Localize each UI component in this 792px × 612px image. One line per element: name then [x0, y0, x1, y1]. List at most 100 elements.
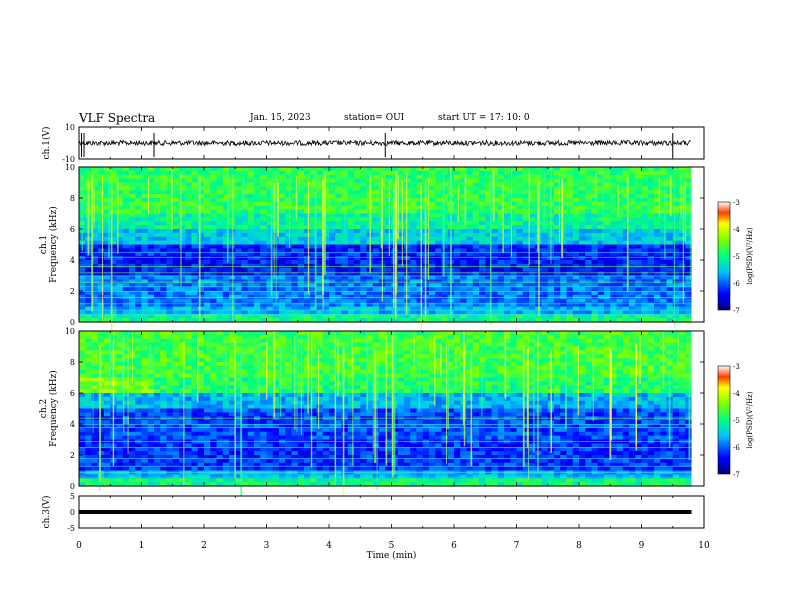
spectrogram-cell	[241, 248, 249, 253]
spectrogram-cell	[529, 287, 536, 292]
spectrogram-cell	[141, 342, 149, 348]
spectrogram-cell	[166, 404, 174, 410]
spectrogram-cell	[135, 354, 143, 359]
spectrogram-cell	[316, 240, 324, 246]
spectrogram-cell	[222, 170, 230, 176]
spectrogram-cell	[91, 275, 99, 280]
spectrogram-cell	[129, 396, 136, 402]
spectrogram-cell	[654, 306, 661, 311]
spectrogram-cell	[260, 267, 268, 273]
spectrogram-cell	[372, 294, 380, 300]
spectrogram-cell	[79, 298, 86, 304]
spectrogram-cell	[404, 225, 411, 230]
spectrogram-cell	[597, 225, 605, 230]
spectrogram-cell	[216, 263, 224, 269]
spectrogram-cell	[441, 287, 449, 292]
spectrogram-cell	[672, 194, 680, 199]
spectrogram-cell	[135, 232, 143, 238]
spectrogram-cell	[597, 244, 605, 249]
spectrogram-cell	[566, 244, 574, 249]
spectrogram-cell	[329, 190, 336, 195]
spectrogram-cell	[204, 435, 211, 441]
spectrogram-cell	[222, 256, 230, 261]
spectrogram-cell	[410, 225, 418, 230]
spectrogram-cell	[122, 396, 130, 402]
spectrogram-cell	[304, 298, 311, 304]
spectrogram-cell	[504, 225, 511, 230]
spectrogram-cell	[491, 190, 499, 195]
spectrogram-cell	[560, 271, 568, 277]
spectrogram-cell	[372, 287, 380, 292]
spectrogram-cell	[266, 302, 274, 308]
spectrogram-cell	[179, 354, 186, 359]
spectrogram-cell	[679, 244, 686, 249]
spectrogram-cell	[504, 302, 511, 308]
spectrogram-cell	[185, 283, 193, 288]
spectrogram-cell	[85, 474, 93, 479]
spectrogram-cell	[360, 198, 368, 203]
spectrogram-cell	[366, 279, 374, 284]
spectrogram-cell	[247, 190, 255, 195]
spectrogram-cell	[397, 244, 405, 249]
spectrogram-cell	[347, 240, 355, 246]
spectrogram-cell	[404, 302, 411, 308]
spectrogram-cell	[641, 178, 649, 184]
spectrogram-cell	[554, 178, 561, 184]
spectrogram-cell	[679, 178, 686, 184]
spectrogram-cell	[672, 225, 680, 230]
spectrogram-cell	[497, 306, 505, 311]
spectrogram-cell	[672, 221, 680, 226]
spectrogram-cell	[185, 240, 193, 246]
plot-title: VLF Spectra	[79, 111, 156, 125]
spectrogram-cell	[91, 256, 99, 261]
spectrogram-cell	[279, 306, 286, 311]
spectrogram-cell	[85, 256, 93, 261]
spectrogram-cell	[179, 455, 186, 460]
spectrogram-cell	[104, 302, 111, 308]
spectrogram-cell	[141, 482, 149, 487]
spectrogram-cell	[479, 186, 486, 191]
spectrogram-cell	[254, 225, 261, 230]
spectrogram-cell	[79, 263, 86, 269]
spectrogram-cell	[604, 174, 611, 180]
spectrogram-cell	[91, 455, 99, 460]
spectrogram-cell	[572, 252, 580, 257]
spectrogram-cell	[541, 318, 549, 323]
spectrogram-cell	[685, 287, 693, 292]
spectrogram-cell	[254, 298, 261, 304]
spectrogram-cell	[97, 396, 105, 402]
spectrogram-cell	[166, 334, 174, 340]
spectrogram-cell	[360, 221, 368, 226]
spectrogram-cell	[547, 291, 555, 296]
spectrogram-cell	[191, 435, 199, 441]
spectrogram-cell	[85, 412, 93, 417]
spectrogram-cell	[610, 294, 618, 300]
spectrogram-cell	[154, 279, 161, 284]
spectrogram-cell	[279, 314, 286, 319]
spectrogram-cell	[404, 236, 411, 242]
spectrogram-cell	[622, 190, 630, 195]
spectrogram-cell	[479, 190, 486, 195]
spectrogram-cell	[104, 458, 111, 464]
spectrogram-cell	[129, 443, 136, 448]
spectrogram-cell	[522, 306, 530, 311]
spectrogram-cell	[591, 283, 599, 288]
spectrogram-cell	[579, 201, 586, 207]
spectrogram-cell	[247, 279, 255, 284]
spectrogram-cell	[247, 256, 255, 261]
spectrogram-cell	[185, 462, 193, 468]
spectrogram-cell	[97, 302, 105, 308]
spectrogram-cell	[329, 182, 336, 187]
spectrogram-cell	[322, 221, 330, 226]
spectrogram-cell	[147, 198, 155, 203]
spectrogram-cell	[554, 298, 561, 304]
spectrogram-cell	[222, 267, 230, 273]
spectrogram-cell	[197, 466, 205, 472]
spectrogram-cell	[672, 271, 680, 277]
spectrogram-cell	[241, 236, 249, 242]
spectrogram-cell	[85, 338, 93, 344]
spectrogram-cell	[141, 170, 149, 176]
spectrogram-cell	[141, 232, 149, 238]
spectrogram-cell	[129, 462, 136, 468]
spectrogram-cell	[397, 302, 405, 308]
